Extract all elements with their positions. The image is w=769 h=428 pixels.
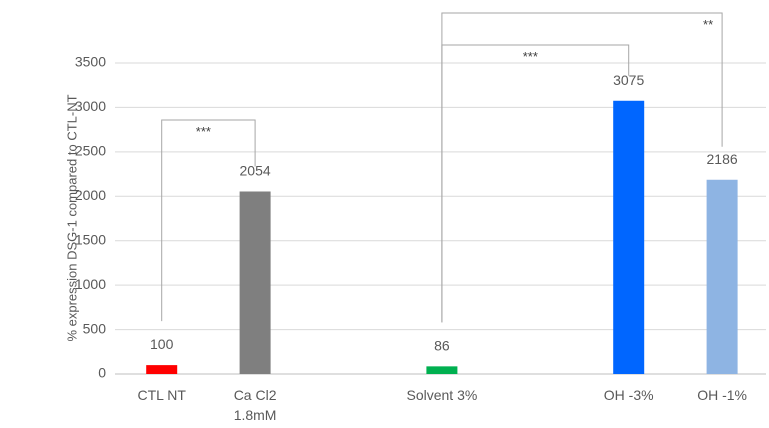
bar: [613, 100, 645, 374]
bars: [146, 100, 738, 374]
y-tick-label: 3500: [75, 54, 106, 70]
x-tick-label: Ca Cl2: [234, 387, 277, 403]
bar: [706, 179, 738, 374]
y-tick-label: 2000: [75, 187, 106, 203]
y-tick-label: 2500: [75, 143, 106, 159]
data-label: 86: [434, 337, 450, 353]
significance-label: ***: [196, 124, 211, 139]
x-tick-label: CTL NT: [137, 387, 186, 403]
y-tick-label: 3000: [75, 98, 106, 114]
bar: [426, 366, 458, 374]
gridlines: [115, 62, 766, 375]
x-tick-label: Solvent 3%: [406, 387, 477, 403]
y-tick-label: 0: [98, 365, 106, 381]
x-tick-label: OH -1%: [697, 387, 747, 403]
y-tick-label: 500: [83, 320, 107, 336]
x-axis-categories: CTL NT Ca Cl2 1.8mM Solvent 3% OH -3% OH -1%: [137, 387, 747, 423]
value-labels: 100 2054 86 3075 2186: [150, 72, 738, 354]
y-tick-label: 1000: [75, 276, 106, 292]
significance-label: **: [703, 17, 713, 32]
significance-bracket: [441, 12, 723, 323]
bar: [146, 365, 178, 374]
x-tick-label: OH -3%: [604, 387, 654, 403]
x-tick-label: 1.8mM: [234, 407, 277, 423]
data-label: 2186: [707, 151, 738, 167]
significance-bracket: [441, 44, 630, 323]
significance-bracket: [161, 119, 256, 322]
significance-label: ***: [523, 49, 538, 64]
data-label: 2054: [240, 162, 271, 178]
significance-brackets: ********: [161, 12, 723, 323]
data-label: 3075: [613, 72, 644, 88]
y-tick-label: 1500: [75, 231, 106, 247]
bar: [239, 191, 271, 374]
y-axis-ticks: 0 500 1000 1500 2000 2500 3000 3500: [75, 54, 106, 381]
data-label: 100: [150, 336, 174, 352]
y-axis-label: % expression DSG-1 compared to CTL-NT: [64, 94, 79, 341]
